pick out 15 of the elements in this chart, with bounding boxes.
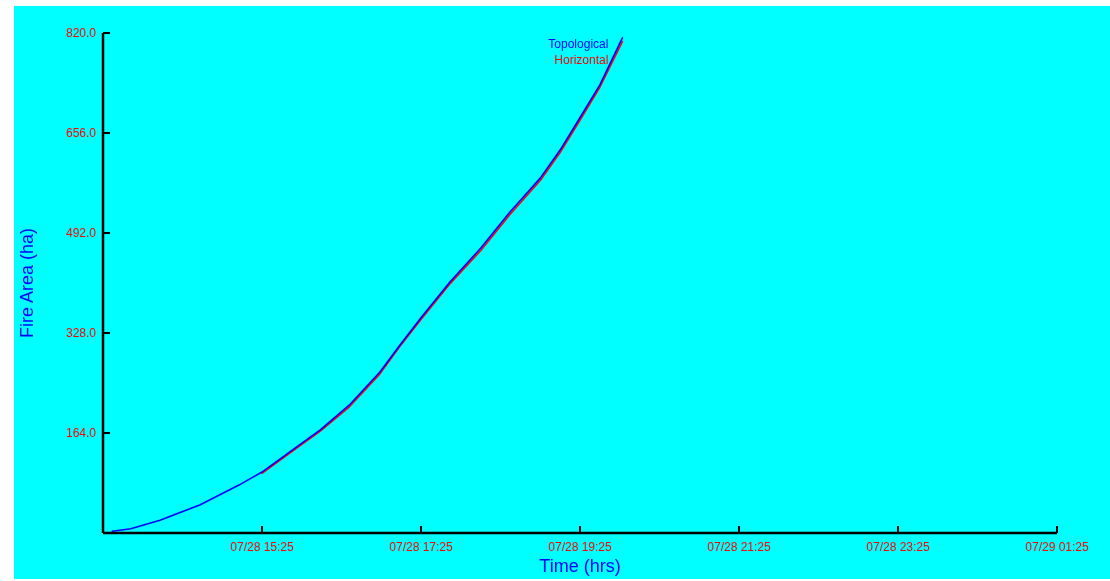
x-tick-label: 07/28 17:25 <box>389 540 454 554</box>
y-tick-label: 656.0 <box>65 126 97 140</box>
x-tick-label: 07/28 15:25 <box>230 540 295 554</box>
x-tick-label: 07/29 01:25 <box>1025 540 1090 554</box>
y-axis-title: Fire Area (ha) <box>17 227 37 339</box>
y-tick-label: 820.0 <box>65 26 97 40</box>
y-tick-label: 164.0 <box>65 426 97 440</box>
y-tick-label: 492.0 <box>65 226 97 240</box>
x-tick-label: 07/28 21:25 <box>707 540 772 554</box>
y-tick-label: 328.0 <box>65 326 97 340</box>
series-label: Topological <box>548 36 609 51</box>
x-tick-label: 07/28 19:25 <box>548 540 613 554</box>
x-tick-label: 07/28 23:25 <box>866 540 931 554</box>
series-label: Horizontal <box>554 52 609 67</box>
x-axis-title: Time (hrs) <box>539 556 621 576</box>
